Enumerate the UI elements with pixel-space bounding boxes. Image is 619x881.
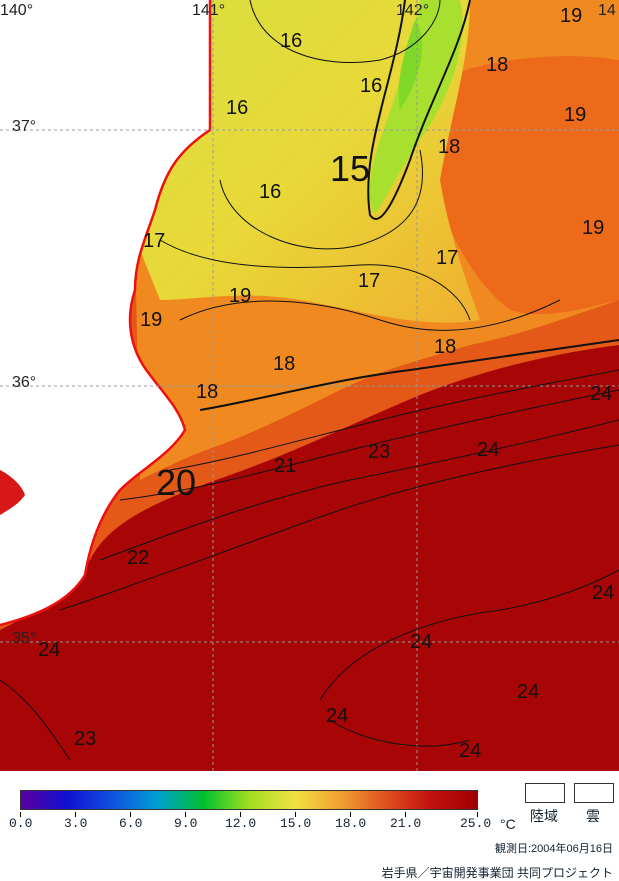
longitude-label-143: 14 <box>598 2 616 19</box>
sst-map-canvas <box>0 0 619 771</box>
isotherm-label: 24 <box>410 631 433 653</box>
isotherm-label: 16 <box>259 181 282 203</box>
coastline <box>0 0 212 627</box>
cold-core-region <box>369 0 463 215</box>
isotherm-label: 19 <box>560 5 583 27</box>
isotherm-label: 18 <box>196 381 219 403</box>
cloud-label: 雲 <box>586 808 600 824</box>
isotherm-label: 18 <box>486 54 509 76</box>
isotherm-label: 19 <box>564 104 587 126</box>
longitude-label-141: 141° <box>192 2 226 19</box>
isotherm-label: 24 <box>517 681 540 703</box>
latitude-label-37: 37° <box>12 118 37 135</box>
isotherm-label: 19 <box>140 309 163 331</box>
colorbar-tick-label: 12.0 <box>225 816 257 831</box>
islet <box>0 470 25 515</box>
colorbar-tick <box>185 812 186 817</box>
isotherm-label: 24 <box>326 705 349 727</box>
isotherm-label: 23 <box>368 441 391 463</box>
observation-date: 観測日:2004年06月16日 <box>495 843 613 855</box>
colorbar-tick-label: 3.0 <box>64 816 88 831</box>
isotherm-label: 17 <box>358 270 381 292</box>
sst-map: 140° 141° 142° 14 37° 36° 35° 16 16 16 1… <box>0 0 619 771</box>
isotherm-label: 24 <box>590 383 613 405</box>
isotherm-label: 21 <box>274 455 297 477</box>
colorbar-tick <box>75 812 76 817</box>
latitude-label-35: 35° <box>12 630 37 647</box>
latitude-label-36: 36° <box>12 374 37 391</box>
colorbar-tick <box>405 812 406 817</box>
longitude-label-142: 142° <box>396 2 430 19</box>
longitude-label-140: 140° <box>0 2 34 19</box>
isotherms <box>0 0 619 761</box>
colorbar-tick-label: 15.0 <box>280 816 312 831</box>
graticule <box>0 0 619 771</box>
isotherm-label: 16 <box>360 75 383 97</box>
cool-water-region <box>140 0 480 323</box>
colorbar-tick-label: 25.0 <box>460 816 492 831</box>
colorbar-tick <box>20 812 21 817</box>
legend-panel <box>0 771 619 881</box>
isotherm-label: 19 <box>582 217 605 239</box>
eastern-warm-patch <box>430 56 619 315</box>
colorbar-tick-label: 0.0 <box>9 816 33 831</box>
colorbar-tick <box>130 812 131 817</box>
isotherm-label: 17 <box>436 247 459 269</box>
cloud-swatch <box>574 783 614 803</box>
project-credit: 岩手県／宇宙開発事業団 共同プロジェクト <box>381 866 613 880</box>
temperature-colorbar <box>20 790 478 810</box>
land-swatch <box>525 783 565 803</box>
colorbar-tick-label: 21.0 <box>390 816 422 831</box>
isotherm-label: 24 <box>38 639 61 661</box>
colorbar-tick <box>477 812 478 817</box>
isotherm-label: 18 <box>438 136 461 158</box>
colorbar-tick-label: 6.0 <box>119 816 143 831</box>
land-area <box>0 0 210 625</box>
isotherm-label: 18 <box>273 353 296 375</box>
isotherm-label: 19 <box>229 285 252 307</box>
isotherm-label: 24 <box>477 439 500 461</box>
isotherm-label: 23 <box>74 728 97 750</box>
colorbar-tick <box>240 812 241 817</box>
colorbar-tick-label: 9.0 <box>174 816 198 831</box>
isotherm-label: 24 <box>459 740 482 762</box>
temperature-unit: °C <box>500 816 516 832</box>
colorbar-tick <box>350 812 351 817</box>
isotherm-label: 16 <box>280 30 303 52</box>
isotherm-label: 18 <box>434 336 457 358</box>
isotherm-label: 17 <box>143 230 166 252</box>
isotherm-label-major: 15 <box>330 148 371 189</box>
isotherm-label-major: 20 <box>156 462 197 503</box>
isotherm-label: 16 <box>226 97 249 119</box>
isotherm-label: 22 <box>127 547 150 569</box>
colorbar-tick-label: 18.0 <box>335 816 367 831</box>
isotherm-label: 24 <box>592 582 615 604</box>
colorbar-tick <box>295 812 296 817</box>
land-label: 陸域 <box>530 808 558 824</box>
